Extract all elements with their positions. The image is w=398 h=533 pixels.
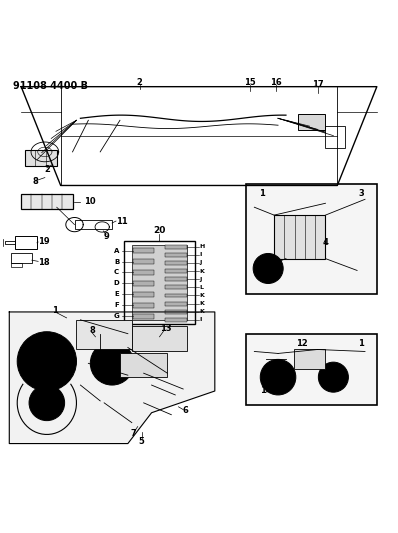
Bar	[166, 302, 187, 305]
Text: K: K	[200, 269, 205, 273]
Text: 11: 11	[116, 216, 128, 225]
Bar	[246, 183, 377, 294]
Bar	[166, 318, 187, 322]
Circle shape	[90, 342, 134, 385]
Text: K: K	[200, 301, 205, 306]
Bar	[166, 245, 187, 249]
Text: B: B	[114, 259, 119, 264]
Text: 1: 1	[259, 189, 265, 198]
Text: 12: 12	[296, 339, 308, 348]
Text: 17: 17	[312, 80, 324, 89]
Circle shape	[261, 261, 275, 276]
Bar	[166, 261, 187, 265]
Text: 7: 7	[131, 429, 137, 438]
Text: 20: 20	[153, 227, 166, 236]
Text: 19: 19	[38, 238, 50, 246]
Text: 5: 5	[139, 437, 144, 446]
Bar	[132, 326, 187, 351]
Circle shape	[101, 352, 123, 374]
Text: 91108 4400 B: 91108 4400 B	[13, 80, 88, 91]
Circle shape	[326, 370, 341, 384]
Bar	[76, 320, 132, 350]
Circle shape	[28, 342, 66, 381]
Bar	[21, 194, 72, 209]
Text: 4: 4	[322, 238, 328, 247]
Text: D: D	[113, 280, 119, 286]
Bar	[133, 292, 154, 297]
Text: 3: 3	[358, 189, 364, 198]
Text: 18: 18	[38, 258, 50, 267]
Text: I: I	[200, 317, 202, 322]
Bar	[133, 281, 154, 286]
Text: I: I	[200, 252, 202, 257]
Bar	[133, 313, 154, 319]
Circle shape	[38, 353, 56, 370]
Text: 1: 1	[358, 339, 364, 348]
Text: 2: 2	[137, 78, 142, 87]
Text: 14: 14	[260, 386, 272, 395]
Text: H: H	[200, 244, 205, 249]
Bar	[74, 220, 112, 229]
Bar	[124, 241, 195, 324]
Bar	[15, 236, 37, 249]
Text: C: C	[114, 269, 119, 276]
Bar	[11, 263, 22, 266]
Text: A: A	[114, 248, 119, 254]
Bar	[133, 259, 154, 264]
Bar	[298, 115, 326, 130]
Text: 15: 15	[244, 78, 256, 87]
Text: 9: 9	[103, 232, 109, 241]
Bar	[133, 303, 154, 308]
Bar	[166, 310, 187, 314]
Text: 6: 6	[182, 406, 188, 415]
Polygon shape	[9, 312, 215, 443]
Bar	[294, 350, 326, 369]
Circle shape	[38, 394, 56, 411]
Text: 10: 10	[84, 197, 96, 206]
Text: 2: 2	[44, 165, 50, 174]
Text: K: K	[200, 309, 205, 314]
Bar	[11, 254, 32, 263]
Bar	[133, 248, 154, 254]
Circle shape	[253, 254, 283, 284]
Bar	[166, 294, 187, 297]
Circle shape	[260, 359, 296, 395]
Text: G: G	[113, 313, 119, 319]
Circle shape	[29, 385, 64, 421]
Bar	[166, 277, 187, 281]
Bar	[132, 245, 187, 320]
Circle shape	[269, 368, 287, 386]
Text: J: J	[200, 261, 202, 265]
Text: 16: 16	[270, 78, 282, 87]
Bar	[326, 126, 345, 148]
Text: L: L	[200, 285, 204, 290]
Text: 1: 1	[52, 306, 58, 315]
Text: J: J	[200, 277, 202, 282]
Bar	[133, 270, 154, 275]
Bar	[274, 215, 326, 259]
Text: E: E	[114, 291, 119, 297]
Text: K: K	[200, 293, 205, 298]
Text: 8: 8	[32, 177, 38, 186]
Text: F: F	[114, 302, 119, 308]
Bar	[120, 353, 168, 377]
Bar	[166, 269, 187, 273]
Circle shape	[17, 332, 76, 391]
Text: 8: 8	[90, 326, 95, 335]
Text: 13: 13	[160, 325, 171, 334]
Bar	[166, 253, 187, 257]
Circle shape	[318, 362, 348, 392]
Bar	[246, 334, 377, 405]
Bar	[166, 285, 187, 289]
Bar	[25, 150, 57, 166]
